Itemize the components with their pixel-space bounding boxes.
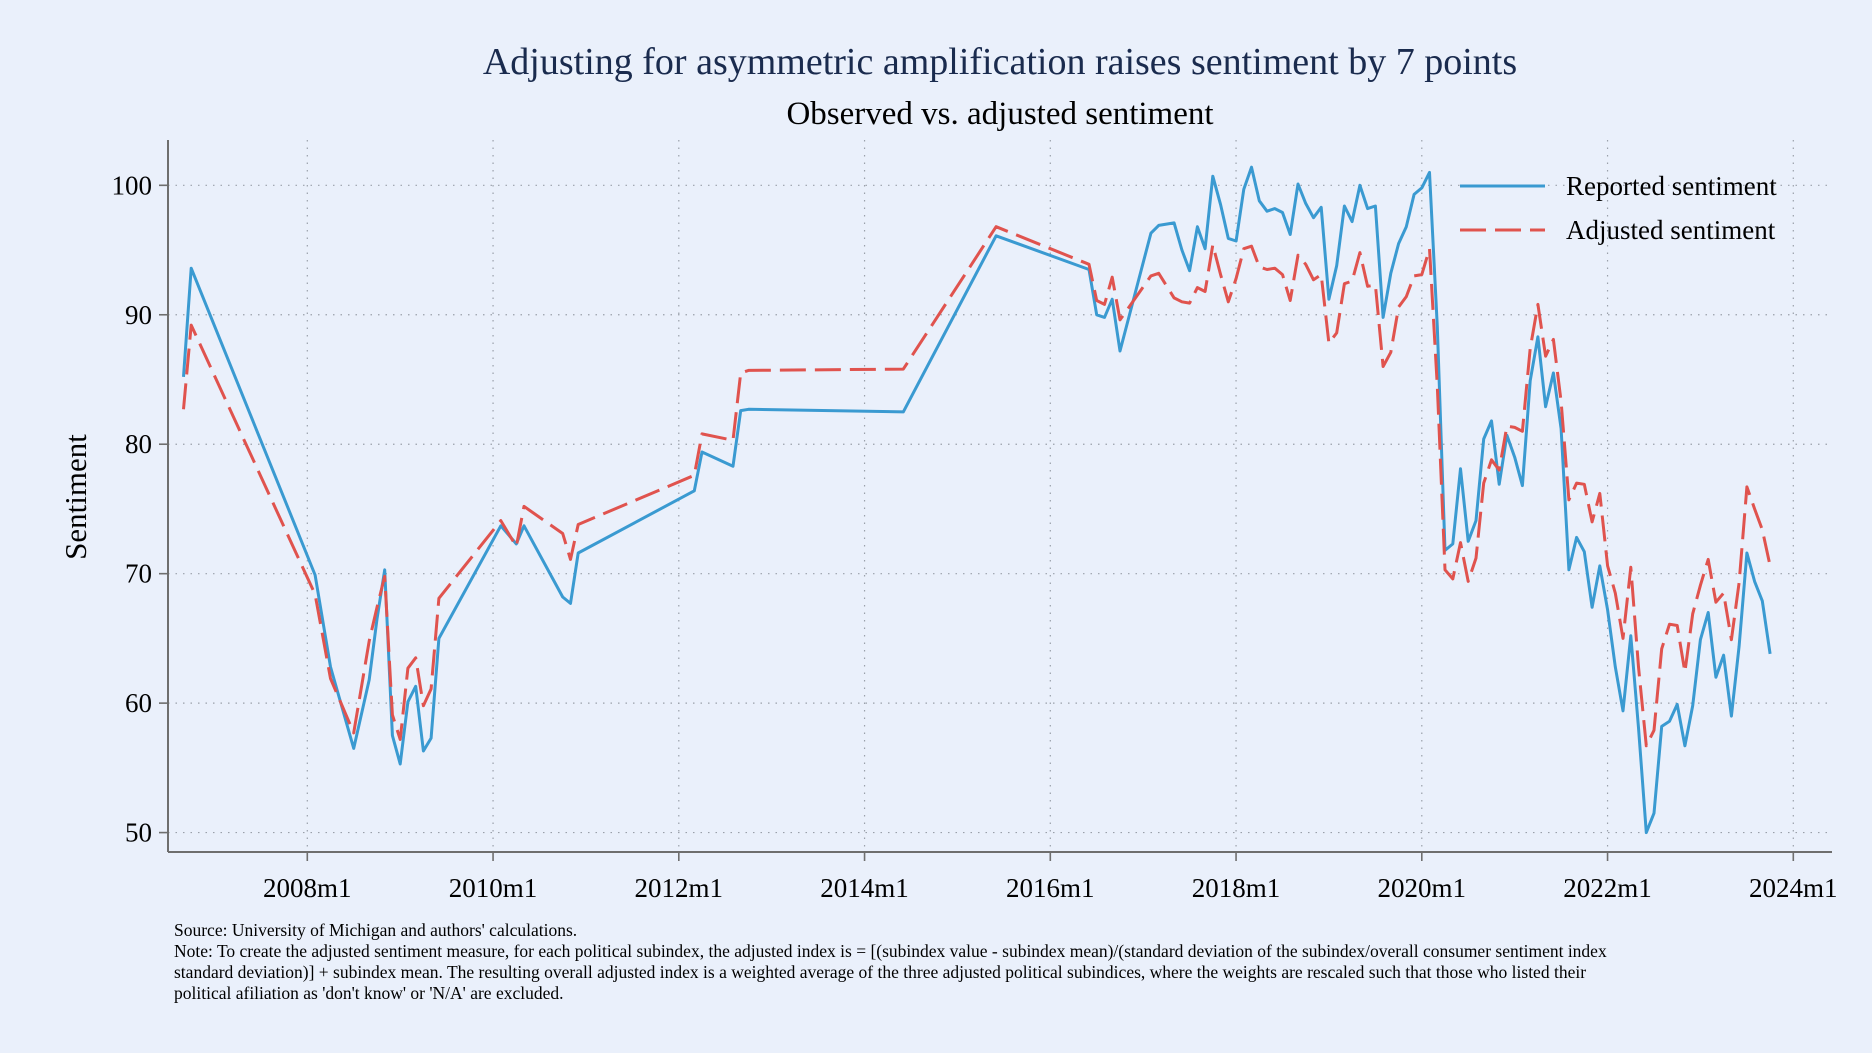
note-line-3: political afiliation as 'don't know' or … [174,983,564,1003]
x-tick-label: 2010m1 [449,873,538,903]
series-lines [182,165,1772,835]
axes [159,140,1832,861]
tick-labels: 50 60 70 80 90 100 2008m1 2010m1 2012m1 2014m1 201… [112,170,1838,903]
x-tick-label: 2016m1 [1006,873,1095,903]
chart: Adjusting for asymmetric amplification r… [58,41,1838,903]
legend-label-reported: Reported sentiment [1566,171,1777,201]
gridlines [168,140,1832,852]
legend-label-adjusted: Adjusted sentiment [1566,215,1776,245]
chart-title: Adjusting for asymmetric amplification r… [483,41,1517,83]
x-tick-label: 2022m1 [1563,873,1652,903]
x-tick-label: 2024m1 [1749,873,1838,903]
source-note: Source: University of Michigan and autho… [174,920,578,940]
notes: Source: University of Michigan and autho… [174,920,1814,1004]
x-tick-label: 2020m1 [1378,873,1467,903]
note-line-2: standard deviation)] + subindex mean. Th… [174,962,1587,982]
x-tick-label: 2018m1 [1192,873,1281,903]
note-line-1: Note: To create the adjusted sentiment m… [174,941,1607,961]
y-axis-label: Sentiment [58,434,93,560]
y-tick-label: 90 [125,300,152,330]
y-tick-label: 60 [125,688,152,718]
y-tick-label: 80 [125,429,152,459]
chart-subtitle: Observed vs. adjusted sentiment [786,96,1213,132]
y-tick-label: 50 [125,818,152,848]
x-tick-label: 2008m1 [263,873,352,903]
x-tick-label: 2014m1 [820,873,909,903]
y-tick-label: 70 [125,559,152,589]
x-tick-label: 2012m1 [635,873,724,903]
legend: Reported sentiment Adjusted sentiment [1460,171,1777,245]
series-line-adjusted [182,225,1772,748]
series-line-reported [182,165,1772,835]
y-tick-label: 100 [112,170,153,200]
